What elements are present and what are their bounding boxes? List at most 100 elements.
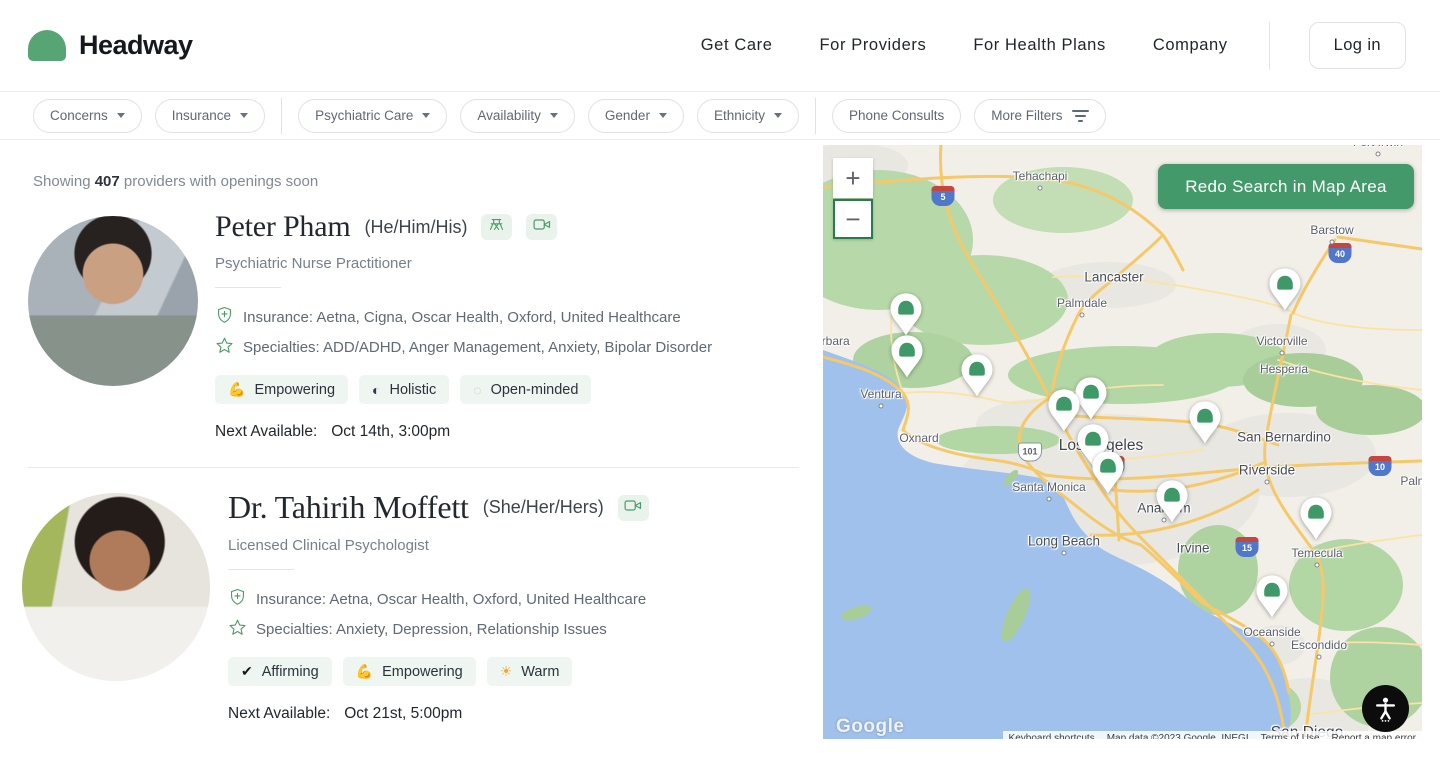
filter-group-divider: [814, 97, 816, 134]
nav-divider: [1268, 21, 1270, 70]
trait-badge-warm: ☀ Warm: [486, 657, 573, 686]
trait-label: Affirming: [261, 663, 319, 680]
map-provider-pin[interactable]: [1091, 450, 1125, 495]
video-camera-icon: [533, 217, 551, 237]
next-available-label: Next Available:: [215, 423, 318, 440]
filter-pill-label: Ethnicity: [713, 108, 765, 123]
trait-badge-affirming: ✔ Affirming: [228, 657, 332, 686]
nav-links: Get Care For Providers For Health Plans Com…: [700, 21, 1406, 70]
trait-badge-holistic: ◐ Holistic: [359, 375, 450, 404]
video-camera-icon: [624, 498, 642, 518]
headway-logo[interactable]: Headway: [28, 30, 193, 61]
map-city-dot: [878, 403, 884, 409]
trait-badge-open-minded: ◌ Open-minded: [460, 375, 592, 404]
map-provider-pin[interactable]: [1299, 496, 1333, 541]
map-city-dot: [1375, 151, 1381, 157]
map-city-dot: [1316, 654, 1322, 660]
map-city-dot: [1329, 239, 1335, 245]
filter-pill-psychiatric-care[interactable]: Psychiatric Care: [298, 98, 448, 133]
session-type-chip: [526, 214, 558, 240]
provider-photo[interactable]: [22, 493, 210, 681]
filter-pill-more-filters[interactable]: More Filters: [974, 98, 1106, 133]
chevron-down-icon: [773, 113, 782, 118]
nav-link-for-health-plans[interactable]: For Health Plans: [973, 36, 1106, 54]
map-city-dot: [1079, 312, 1085, 318]
nav-link-for-providers[interactable]: For Providers: [819, 36, 927, 54]
empowering-emoji-icon: 💪: [228, 381, 246, 397]
provider-card-body: Peter Pham (He/Him/His) Psychiatric Nurse …: [215, 210, 713, 441]
open-minded-emoji-icon: ◌: [473, 381, 482, 398]
map-attribution: Keyboard shortcuts Map data ©2023 Google,…: [1002, 731, 1422, 739]
map-provider-pin[interactable]: [960, 353, 994, 398]
map-attribution-terms-of-use[interactable]: Terms of Use: [1254, 731, 1326, 739]
nav-link-get-care[interactable]: Get Care: [700, 36, 773, 54]
filter-pill-gender[interactable]: Gender: [587, 98, 684, 133]
provider-card[interactable]: Peter Pham (He/Him/His) Psychiatric Nurse …: [0, 210, 810, 441]
next-available-label: Next Available:: [228, 705, 331, 722]
filter-pill-availability[interactable]: Availability: [460, 98, 575, 133]
specialties-text: Specialties: ADD/ADHD, Anger Management,…: [243, 339, 713, 356]
map-provider-pin[interactable]: [1255, 574, 1289, 619]
results-summary: Showing 407 providers with openings soon: [33, 173, 810, 190]
login-button[interactable]: Log in: [1308, 22, 1406, 69]
brand-name: Headway: [79, 30, 193, 60]
trait-badge-empowering: 💪 Empowering: [342, 657, 476, 686]
next-available-row: Next Available: Oct 14th, 3:00pm: [215, 423, 712, 441]
accessibility-person-icon: [1375, 697, 1396, 722]
trait-badges: 💪 Empowering ◐ Holistic ◌ Open-minded: [215, 375, 712, 404]
map-container[interactable]: 5401016051015 Fort IrwinTehachapiBarstow…: [823, 145, 1422, 739]
map-zoom-in-button[interactable]: +: [833, 158, 873, 198]
filter-pill-insurance[interactable]: Insurance: [154, 98, 266, 133]
map-zoom-out-button[interactable]: −: [833, 199, 873, 239]
map-provider-pin[interactable]: [889, 292, 923, 337]
highway-shield-10: 10: [1368, 456, 1392, 476]
affirming-emoji-icon: ✔: [241, 663, 253, 679]
nav-link-company[interactable]: Company: [1152, 36, 1228, 54]
filter-lines-icon: [1071, 109, 1089, 122]
map-terrain: [823, 145, 1422, 739]
star-icon: [228, 618, 247, 641]
map-city-dot: [1046, 496, 1052, 502]
session-type-chip: [481, 214, 513, 240]
trait-label: Empowering: [254, 381, 336, 398]
results-summary-suffix: providers with openings soon: [119, 173, 319, 190]
provider-list: Peter Pham (He/Him/His) Psychiatric Nurse …: [0, 210, 810, 723]
trait-label: Open-minded: [490, 381, 579, 398]
results-column: Showing 407 providers with openings soon…: [0, 140, 810, 723]
warm-emoji-icon: ☀: [499, 663, 513, 679]
map-provider-pin[interactable]: [1076, 423, 1110, 468]
map-city-dot: [1264, 479, 1270, 485]
map-provider-pin[interactable]: [890, 334, 924, 379]
redo-search-button[interactable]: Redo Search in Map Area: [1158, 164, 1414, 209]
provider-name[interactable]: Peter Pham: [215, 210, 351, 243]
filter-pill-label: Insurance: [171, 108, 232, 123]
filter-pill-ethnicity[interactable]: Ethnicity: [696, 98, 799, 133]
map-provider-pin[interactable]: [1074, 376, 1108, 421]
filter-pill-label: More Filters: [991, 108, 1063, 123]
provider-name[interactable]: Dr. Tahirih Moffett: [228, 489, 469, 525]
map-attribution-report-a-map-error[interactable]: Report a map error: [1325, 731, 1422, 739]
map-provider-pin[interactable]: [1047, 388, 1081, 433]
armchair-icon: [488, 216, 505, 238]
provider-photo[interactable]: [28, 216, 198, 386]
trait-badge-empowering: 💪 Empowering: [215, 375, 349, 404]
filter-pill-phone-consults[interactable]: Phone Consults: [831, 98, 962, 133]
accessibility-widget-button[interactable]: [1362, 685, 1409, 732]
next-available-row: Next Available: Oct 21st, 5:00pm: [228, 705, 649, 723]
google-logo[interactable]: Google: [836, 716, 905, 737]
empowering-emoji-icon: 💪: [355, 663, 374, 679]
filter-pill-concerns[interactable]: Concerns: [33, 98, 142, 133]
shield-plus-icon: [228, 587, 247, 611]
provider-card[interactable]: Dr. Tahirih Moffett (She/Her/Hers) License…: [0, 489, 810, 723]
map-provider-pin[interactable]: [1268, 267, 1302, 312]
credential-divider: [228, 569, 294, 570]
filter-pill-label: Concerns: [50, 108, 108, 123]
map-provider-pin[interactable]: [1155, 479, 1189, 524]
provider-credential: Licensed Clinical Psychologist: [228, 537, 429, 554]
map-provider-pin[interactable]: [1188, 400, 1222, 445]
highway-shield-15: 15: [1235, 537, 1259, 557]
trait-label: Holistic: [389, 381, 437, 398]
chevron-down-icon: [422, 113, 431, 118]
map-attribution-keyboard-shortcuts[interactable]: Keyboard shortcuts: [1002, 731, 1101, 739]
map-city-dot: [1037, 185, 1043, 191]
